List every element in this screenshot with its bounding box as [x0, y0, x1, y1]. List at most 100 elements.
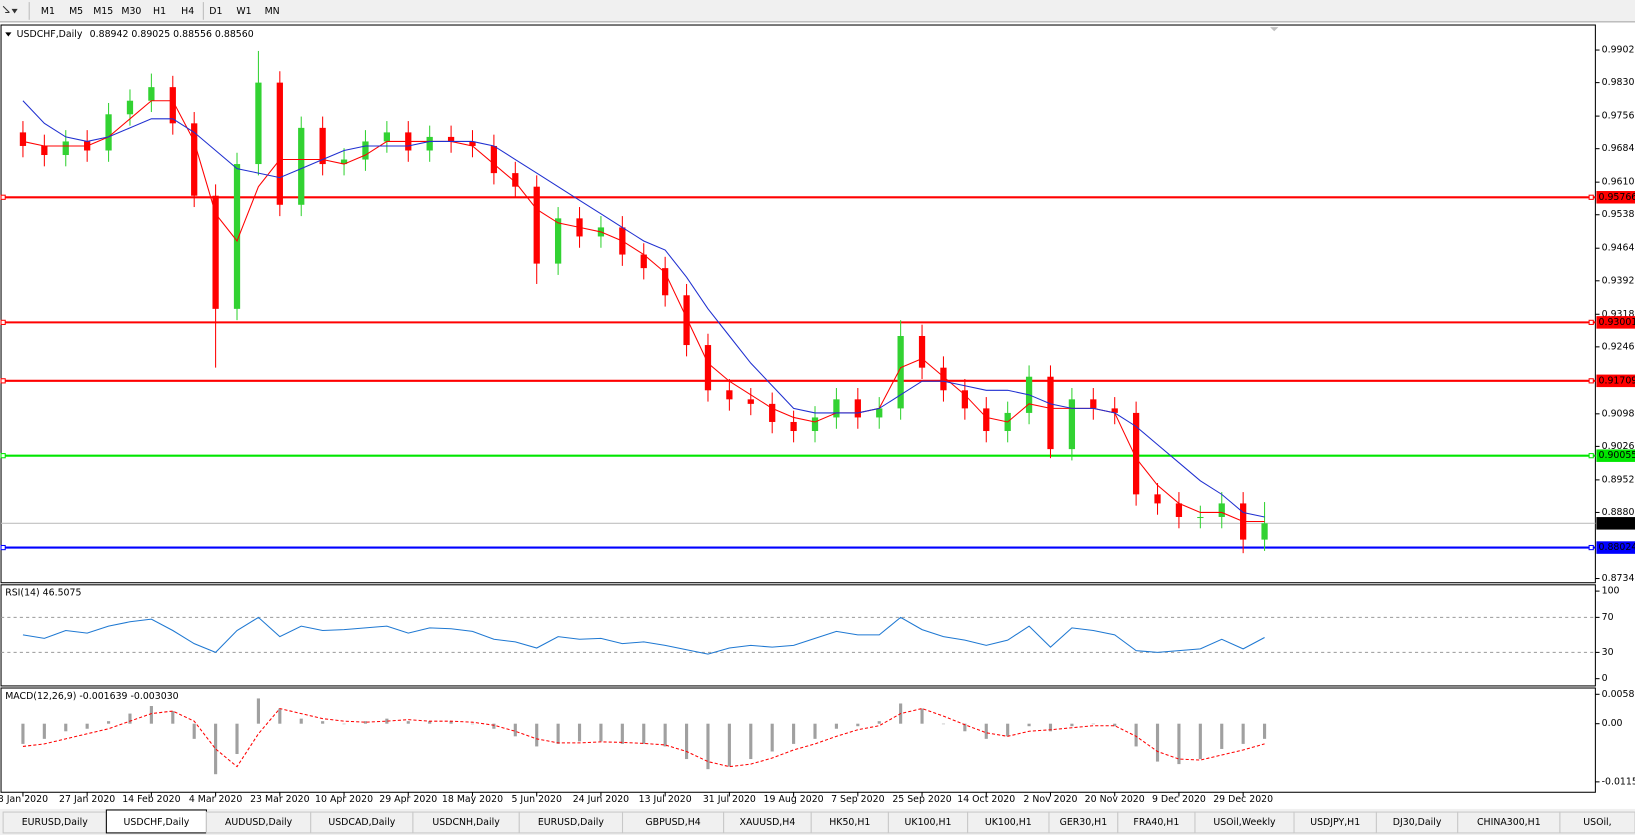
x-tick-label: 13 Jul 2020	[639, 794, 692, 805]
level-handle[interactable]	[1588, 544, 1594, 551]
macd-signal	[22, 707, 1265, 768]
candle-body	[298, 127, 305, 205]
macd-bar	[599, 723, 603, 742]
level-handle[interactable]	[1588, 453, 1594, 459]
chart-tab-label: EURUSD,Daily	[538, 817, 604, 828]
level-price-label: 0.90055	[1599, 450, 1635, 461]
candle-body	[1111, 408, 1118, 413]
timeframe-button[interactable]	[90, 1, 118, 21]
macd-bar	[770, 723, 774, 752]
level-handle[interactable]	[1588, 319, 1594, 325]
macd-bar	[107, 721, 111, 724]
candle-body	[512, 173, 519, 187]
y-tick-label: 0	[1602, 673, 1608, 684]
candle-body	[383, 132, 390, 142]
candle-body	[362, 141, 369, 160]
x-tick-label: 14 Feb 2020	[122, 794, 180, 805]
macd-bar	[642, 723, 646, 744]
timeframe-label: H1	[153, 6, 166, 17]
macd-bar	[449, 721, 453, 724]
timeframe-label: MN	[265, 6, 280, 17]
chart-tab-label: XAUUSD,H4	[740, 817, 796, 828]
macd-bar	[1113, 723, 1117, 727]
candle-body	[940, 367, 947, 391]
candle-body	[918, 335, 926, 368]
chart-tab-label: USDCAD,Daily	[328, 817, 395, 828]
timeframe-button[interactable]	[174, 1, 202, 21]
timeframe-button[interactable]	[230, 1, 259, 21]
level-price-label: 0.88024	[1599, 542, 1635, 553]
level-handle[interactable]	[0, 319, 6, 325]
candle-body	[1047, 376, 1054, 450]
macd-bar	[342, 723, 346, 725]
macd-panel	[0, 687, 1596, 793]
timeframe-button[interactable]	[259, 1, 287, 21]
main-panel	[0, 24, 1596, 584]
macd-bar	[556, 723, 560, 744]
chart-tab-label: UK100,H1	[985, 817, 1032, 828]
x-tick-label: 29 Dec 2020	[1213, 794, 1273, 805]
macd-bar	[192, 723, 196, 739]
y-tick-label: 30	[1602, 647, 1614, 658]
macd-bar	[984, 723, 988, 739]
chart-tab[interactable]	[1559, 811, 1635, 834]
macd-bar	[1134, 723, 1138, 747]
candle-body	[961, 390, 968, 409]
macd-bar	[941, 723, 946, 725]
macd-title: MACD(12,26,9) -0.001639 -0.003030	[5, 691, 178, 702]
chart-tab-label: UK100,H1	[905, 817, 952, 828]
level-handle[interactable]	[0, 194, 6, 200]
toolbar-icon[interactable]	[2, 5, 18, 14]
y-tick-label: 0.00	[1602, 718, 1623, 729]
x-tick-label: 20 Nov 2020	[1085, 794, 1145, 805]
chart-title: USDCHF,Daily	[17, 29, 83, 40]
current-price-label: 0.88560	[1599, 518, 1635, 529]
candle-body	[704, 345, 712, 391]
candle-body	[1261, 523, 1268, 540]
x-tick-label: 29 Apr 2020	[379, 794, 437, 805]
candle-body	[490, 145, 498, 174]
x-tick-label: 5 Jun 2020	[511, 794, 561, 805]
candle-body	[191, 123, 198, 196]
macd-bar	[171, 711, 175, 724]
macd-bar	[706, 723, 710, 770]
x-tick-label: 9 Dec 2020	[1152, 794, 1206, 805]
timeframe-button[interactable]	[63, 1, 91, 21]
symbol-menu-arrow[interactable]	[5, 32, 12, 37]
level-handle[interactable]	[0, 544, 6, 551]
level-handle[interactable]	[0, 378, 6, 384]
macd-bar	[727, 723, 731, 767]
timeframe-button[interactable]	[34, 1, 63, 21]
timeframe-label: W1	[236, 6, 251, 17]
macd-bar	[663, 723, 667, 747]
chart-tab-label: AUDUSD,Daily	[225, 817, 293, 828]
chart-tab-label: USDCNH,Daily	[432, 817, 500, 828]
candle-body	[1218, 503, 1225, 517]
candle-body	[1197, 516, 1204, 519]
macd-bar	[1220, 723, 1224, 749]
macd-bar	[1070, 723, 1074, 727]
chart-tab-label: GER30,H1	[1060, 817, 1108, 828]
x-tick-label: 4 Mar 2020	[189, 794, 243, 805]
quote: 0.88942 0.89025 0.88556 0.88560	[90, 29, 254, 40]
candle-body	[319, 127, 326, 165]
macd-bar	[492, 723, 496, 729]
timeframe-button[interactable]	[118, 1, 146, 21]
timeframe-button[interactable]	[146, 1, 174, 21]
macd-bar	[278, 708, 282, 724]
x-tick-label: 8 Jan 2020	[0, 794, 48, 805]
level-handle[interactable]	[1588, 194, 1594, 200]
macd-bar	[85, 723, 89, 729]
candle-body	[811, 417, 819, 432]
y-tick-label: 100	[1602, 586, 1620, 597]
macd-bar	[214, 723, 218, 775]
level-handle[interactable]	[1588, 378, 1594, 384]
candle-body	[1068, 399, 1076, 450]
level-handle[interactable]	[0, 453, 6, 459]
macd-bar	[749, 723, 753, 760]
